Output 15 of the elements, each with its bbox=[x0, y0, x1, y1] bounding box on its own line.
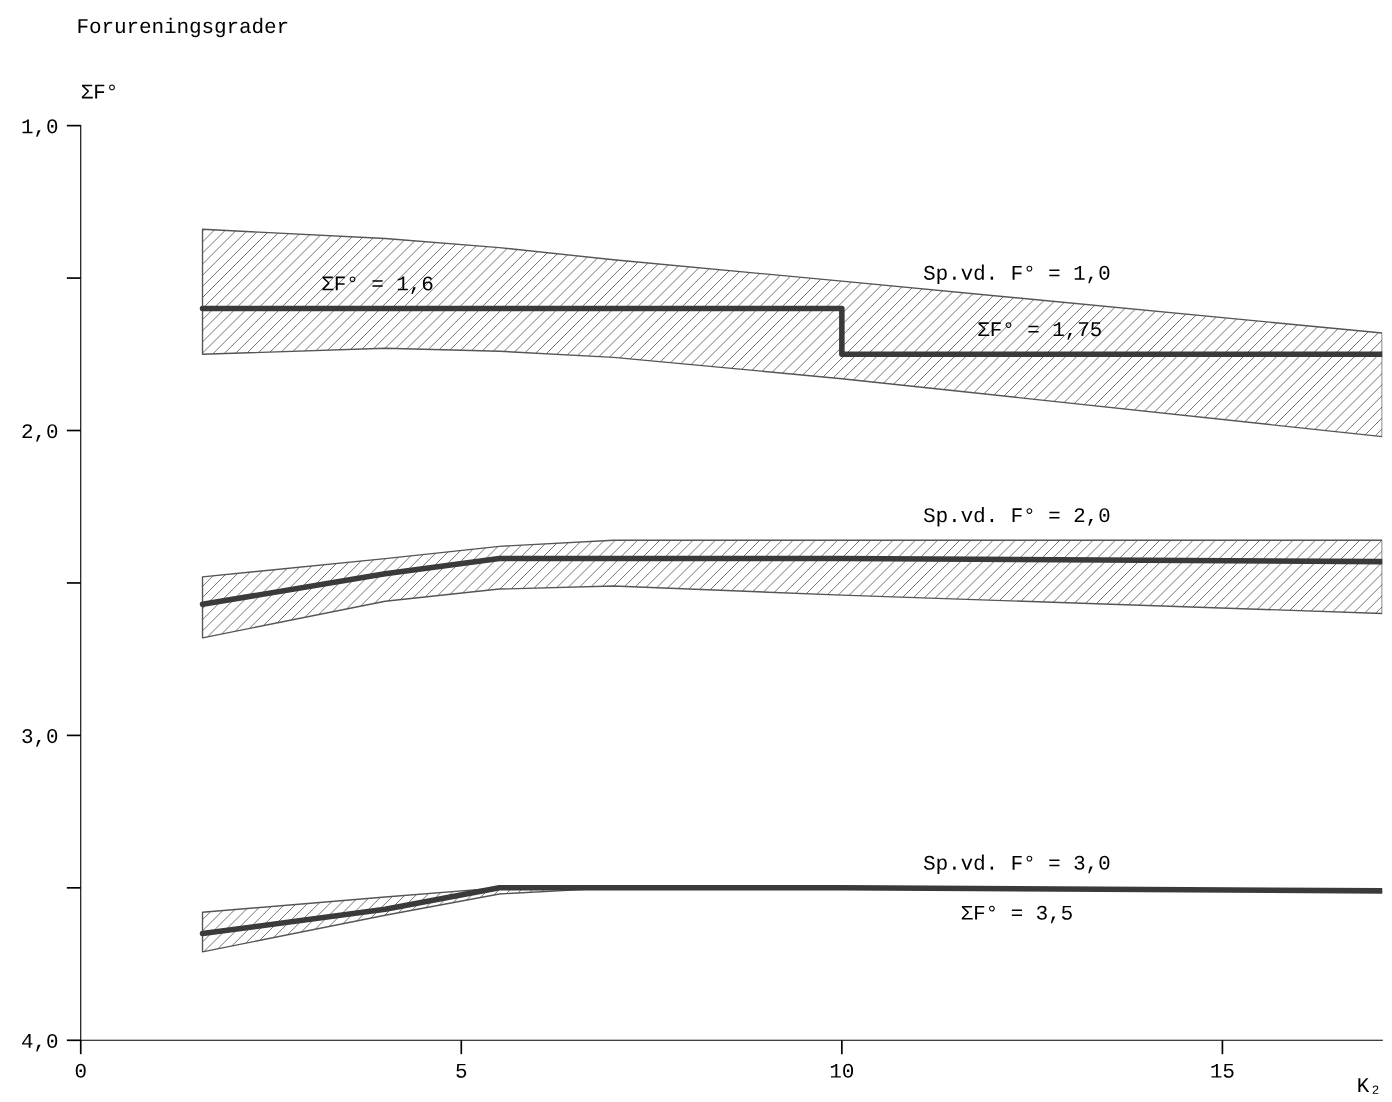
annotation: Sp.vd. F° = 3,0 bbox=[923, 854, 1110, 874]
x-tick-label: 0 bbox=[75, 1063, 86, 1078]
annotation: ΣF° = 3,5 bbox=[961, 905, 1072, 924]
y-tick-label: 2,0 bbox=[22, 424, 58, 442]
x-tick-label: 15 bbox=[1211, 1063, 1234, 1078]
annotation: Sp.vd. F° = 1,0 bbox=[923, 264, 1110, 284]
x-axis-title: K₂ bbox=[1358, 1078, 1379, 1094]
x-tick-label: 10 bbox=[830, 1063, 854, 1078]
x-tick-label: 5 bbox=[456, 1063, 467, 1078]
y-axis-title: ΣF° bbox=[81, 84, 115, 99]
y-tick-label: 3,0 bbox=[22, 729, 58, 747]
chart-title: Forureningsgrader bbox=[78, 17, 288, 38]
y-tick-label: 1,0 bbox=[22, 119, 58, 137]
annotation: Sp.vd. F° = 2,0 bbox=[923, 506, 1110, 527]
y-tick-label: 4,0 bbox=[22, 1033, 58, 1052]
